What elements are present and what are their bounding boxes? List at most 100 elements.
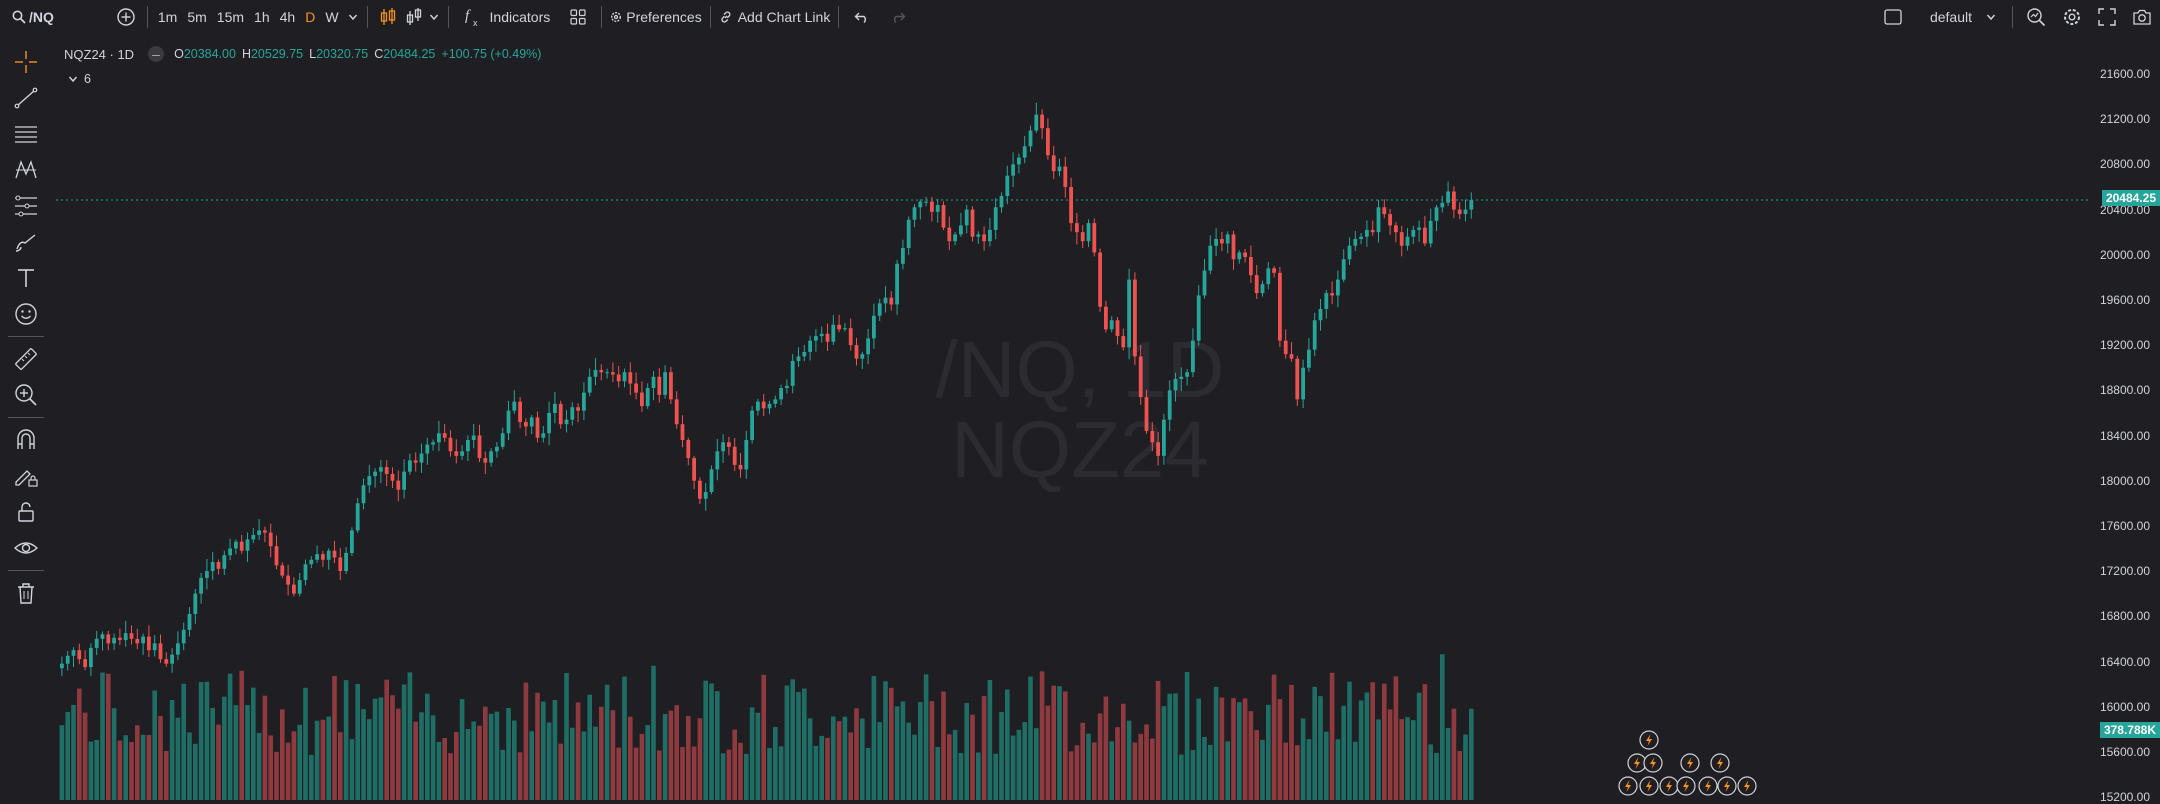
candle	[930, 201, 934, 212]
candle	[1428, 220, 1433, 244]
volume-bar	[1312, 686, 1317, 800]
lock-tool[interactable]	[0, 494, 52, 530]
volume-bar	[135, 725, 140, 800]
volume-bar	[314, 720, 320, 800]
indicators-toggle[interactable]: 6	[68, 72, 91, 86]
volume-bar	[1057, 686, 1062, 800]
candle	[703, 491, 708, 499]
settings-button[interactable]	[2054, 0, 2090, 34]
candle	[1469, 200, 1474, 210]
horizontal-lines-tool[interactable]	[0, 116, 52, 152]
volume-bar	[552, 699, 558, 800]
volume-bar	[1231, 698, 1236, 800]
volume-bar	[442, 737, 447, 800]
volume-bar	[587, 694, 592, 800]
price-chart[interactable]	[56, 34, 2090, 800]
add-chart-link-button[interactable]: Add Chart Link	[716, 0, 834, 34]
screenshot-button[interactable]	[2124, 0, 2160, 34]
gear-icon	[2064, 9, 2080, 25]
text-tool[interactable]	[0, 260, 52, 296]
legend-collapse-button[interactable]: –	[148, 46, 165, 62]
quick-search-button[interactable]	[2018, 0, 2054, 34]
candle	[1347, 245, 1352, 260]
interval-dropdown-button[interactable]	[344, 0, 362, 34]
interval-4h[interactable]: 4h	[279, 9, 296, 25]
measure-tool[interactable]	[0, 341, 52, 377]
interval-1m[interactable]: 1m	[157, 9, 178, 25]
candle	[257, 530, 261, 535]
volume-bar	[819, 735, 824, 800]
hide-drawings-tool[interactable]	[0, 530, 52, 566]
redo-button[interactable]	[880, 0, 916, 34]
candles-chart-type-button[interactable]	[373, 0, 403, 34]
candle	[611, 372, 615, 375]
magnet-tool[interactable]	[0, 422, 52, 458]
preferences-button[interactable]: Preferences	[607, 0, 704, 34]
candle	[918, 201, 923, 208]
volume-bar	[1016, 729, 1022, 800]
candle	[94, 638, 99, 648]
chart-legend: NQZ24 · 1D – O 20384.00 H 20529.75 L 20320.…	[64, 46, 547, 62]
brush-tool[interactable]	[0, 224, 52, 260]
trend-line-tool[interactable]	[0, 80, 52, 116]
candle	[744, 440, 749, 470]
fullscreen-button[interactable]	[2090, 0, 2124, 34]
crosshair-tool[interactable]	[0, 44, 52, 80]
layout-select[interactable]: default	[1878, 0, 2002, 34]
volume-bar	[129, 741, 134, 800]
candle	[309, 559, 314, 565]
event-lightning-icon	[1698, 776, 1718, 796]
fib-tool[interactable]	[0, 188, 52, 224]
volume-bar	[512, 720, 517, 800]
volume-bar	[541, 701, 546, 800]
bars-chart-type-button[interactable]	[403, 0, 425, 34]
volume-bar	[111, 708, 117, 800]
interval-1h[interactable]: 1h	[254, 9, 270, 25]
redo-icon	[894, 12, 906, 24]
pattern-tool[interactable]	[0, 152, 52, 188]
symbol-search-button[interactable]: /NQ	[0, 0, 60, 34]
volume-bar	[419, 712, 424, 800]
volume-bar	[964, 703, 969, 800]
volume-bar	[564, 672, 569, 800]
interval-d[interactable]: D	[305, 9, 316, 25]
volume-bar	[488, 713, 494, 800]
volume-bar	[1150, 738, 1155, 800]
interval-15m[interactable]: 15m	[216, 9, 245, 25]
candle	[1434, 207, 1439, 221]
volume-bar	[1034, 728, 1039, 800]
chart-type-dropdown-button[interactable]	[425, 0, 443, 34]
zoom-in-tool[interactable]	[0, 377, 52, 413]
candle	[292, 584, 296, 594]
volume-bar	[987, 679, 993, 800]
interval-5m[interactable]: 5m	[187, 9, 207, 25]
candle	[1196, 295, 1201, 341]
undo-button[interactable]	[844, 0, 880, 34]
remove-drawings-tool[interactable]	[0, 575, 52, 611]
compare-symbol-button[interactable]	[110, 0, 142, 34]
volume-bar	[981, 696, 987, 800]
volume-bar	[1126, 720, 1132, 800]
volume-bar	[245, 705, 250, 800]
volume-bar	[691, 746, 697, 800]
lock-drawings-tool[interactable]	[0, 458, 52, 494]
emoji-tool[interactable]	[0, 296, 52, 332]
price-tick-label: 15200.00	[2099, 790, 2150, 804]
volume-bar	[674, 705, 679, 800]
interval-w[interactable]: W	[325, 9, 339, 25]
volume-bar	[894, 706, 900, 800]
candle	[959, 225, 963, 235]
volume-bar	[755, 712, 761, 800]
volume-bar	[1382, 683, 1387, 800]
templates-button[interactable]	[560, 0, 596, 34]
volume-bar	[1115, 727, 1120, 800]
candle	[1022, 146, 1027, 158]
price-axis[interactable]: 21600.00 21200.00 20800.00 20400.00 20000.00…	[2090, 34, 2160, 804]
candle	[176, 643, 180, 655]
candle	[1034, 114, 1039, 131]
candle	[222, 555, 227, 569]
volume-bar	[401, 684, 407, 800]
candle	[338, 557, 343, 572]
volume-bar	[198, 682, 204, 800]
